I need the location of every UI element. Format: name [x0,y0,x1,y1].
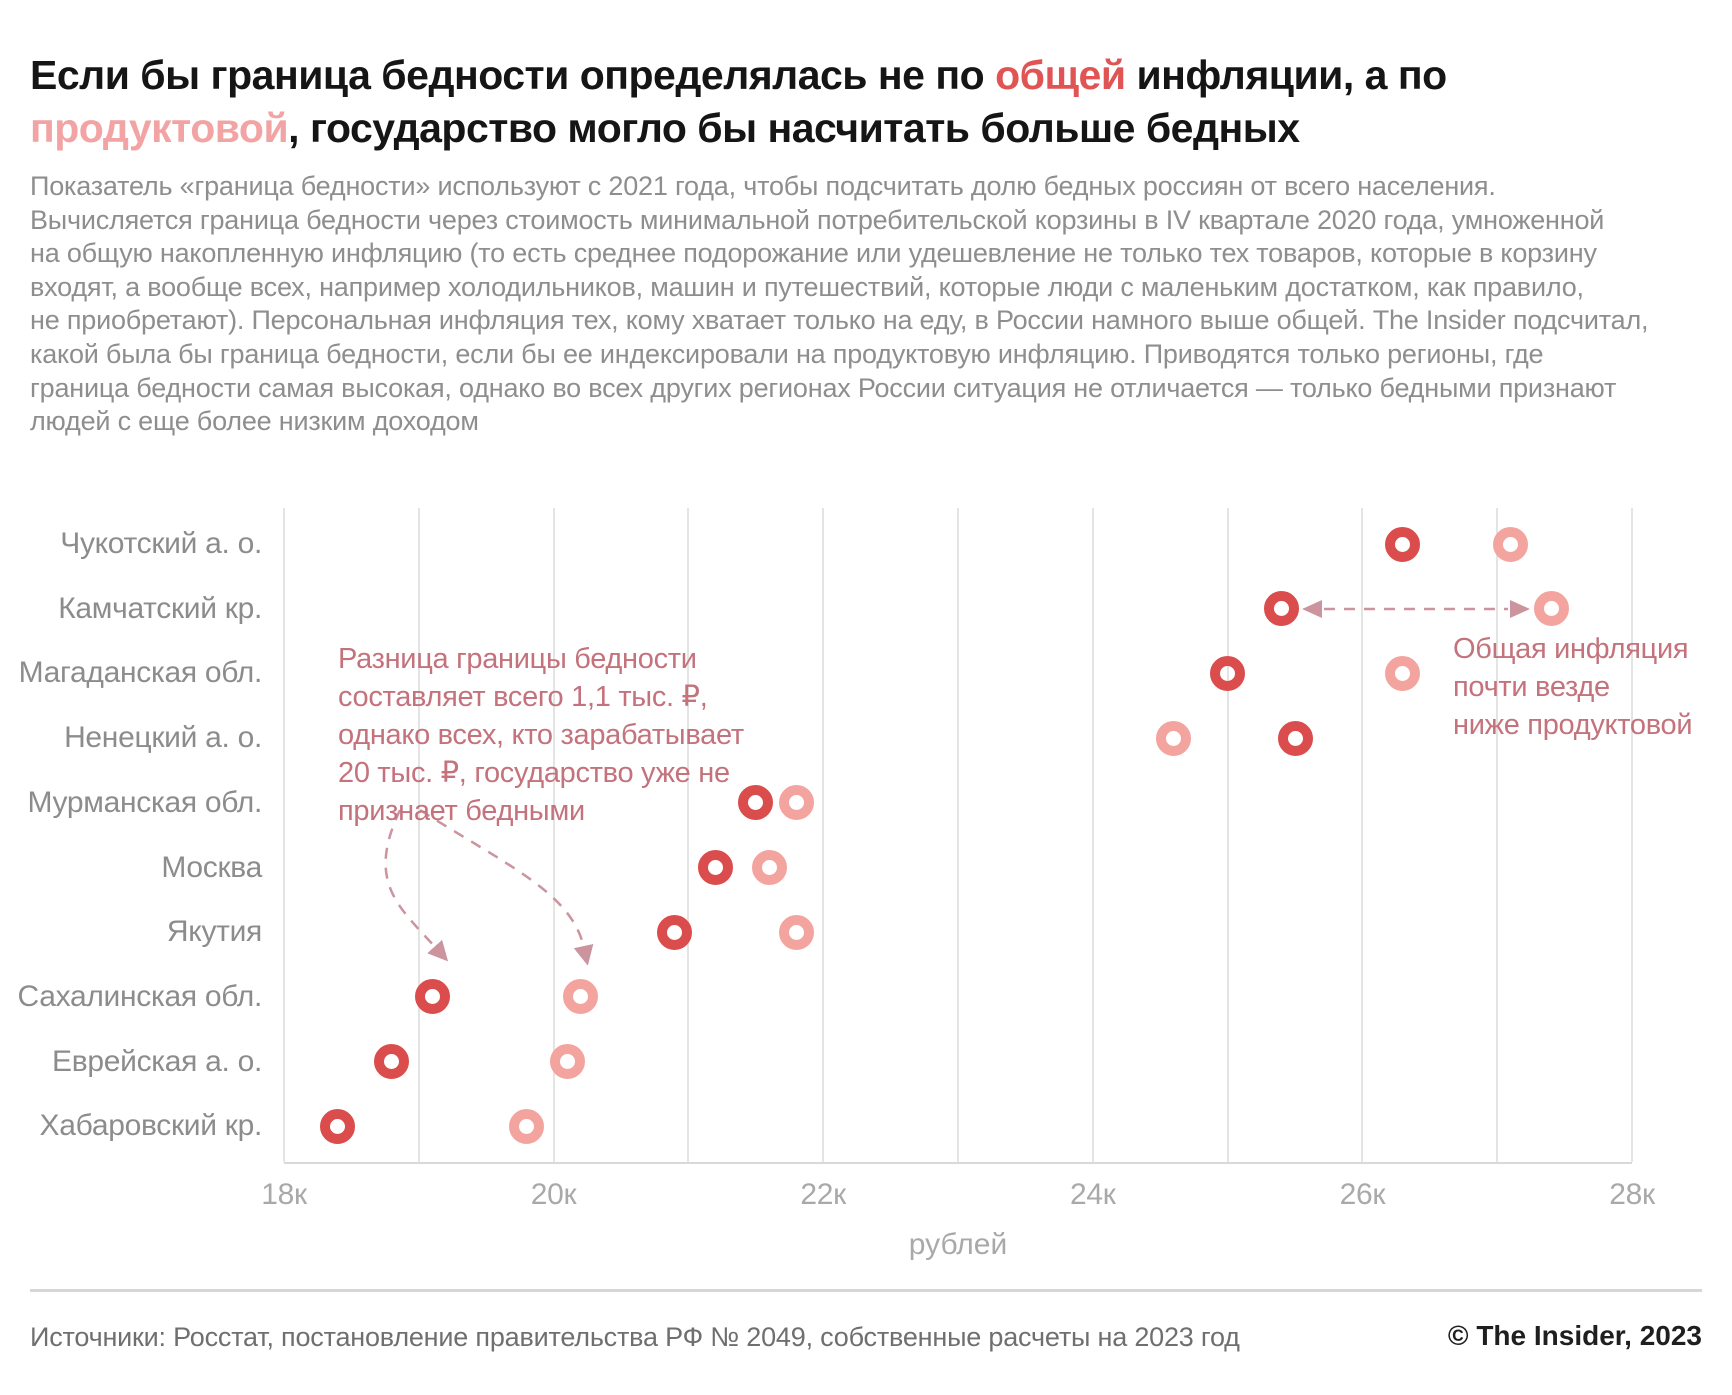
point-general-inflation [1277,720,1313,756]
point-food-inflation [778,785,814,821]
y-axis-label: Хабаровский кр. [39,1109,263,1143]
title-part-1: Если бы граница бедности определялась не… [30,52,996,99]
point-food-inflation [1385,655,1421,691]
y-axis-label: Еврейская а. о. [52,1044,262,1078]
y-axis-label: Магаданская обл. [18,656,263,690]
x-tick-label: 26к [1339,1178,1386,1211]
point-general-inflation [1385,526,1421,562]
point-food-inflation [751,850,787,885]
sakhalin-left-curved-arrow [384,809,449,962]
gridline [957,508,959,1162]
x-tick-label: 22к [800,1178,846,1211]
gridline [1091,508,1094,1162]
gridline [283,508,285,1162]
title-highlight-general-inflation: общей [995,52,1126,99]
x-tick-label: 18к [261,1178,307,1211]
y-axis-label: Москва [161,850,262,884]
y-axis-label: Сахалинская обл. [17,979,263,1013]
title-part-2: инфляции, а по [1125,52,1447,99]
sakhalin-right-curved-arrow [419,808,594,966]
point-general-inflation [738,785,774,821]
y-axis-label: Камчатский кр. [58,591,262,625]
poverty-gap-note: Разница границы бедности составляет всег… [338,643,744,827]
point-general-inflation [1210,655,1246,691]
gridline [822,508,825,1162]
sources-text: Источники: Росстат, постановление правит… [30,1322,1240,1352]
point-food-inflation [778,914,814,950]
point-food-inflation [1493,526,1529,562]
x-tick-label: 20к [530,1178,577,1211]
gridline [1226,508,1229,1162]
point-food-inflation [1533,591,1569,627]
point-general-inflation [657,914,693,950]
y-axis-label: Ненецкий а. о. [64,721,262,755]
y-axis-label: Якутия [166,915,262,949]
x-tick-label: 24к [1069,1178,1116,1211]
gridline [687,508,690,1162]
x-axis-line [284,1162,1632,1164]
point-general-inflation [414,979,450,1015]
y-axis-label: Чукотский а. о. [60,527,262,560]
gridline [1631,508,1633,1162]
footer-divider [30,1289,1702,1292]
point-general-inflation [1264,591,1299,627]
point-food-inflation [549,1044,585,1080]
gridline [1496,508,1499,1162]
y-axis-label: Мурманская обл. [27,785,263,819]
title-part-3: , государство могло бы насчитать больше … [288,105,1300,152]
point-food-inflation [563,979,599,1015]
x-axis-title: рублей [908,1228,1008,1261]
point-general-inflation [697,850,733,885]
page-title: Если бы граница бедности определялась не… [30,49,1610,155]
gridline [1361,508,1364,1162]
point-food-inflation [509,1108,545,1144]
gridline [417,508,420,1162]
general-vs-food-note: Общая инфляция почти везде ниже продукто… [1453,633,1693,741]
x-tick-label: 28к [1609,1178,1655,1211]
intro-paragraph: Показатель «граница бедности» используют… [30,171,1649,437]
point-food-inflation [1156,720,1192,756]
title-highlight-food-inflation: продуктовой [30,105,289,152]
copyright-text: © The Insider, 2023 [1447,1320,1702,1351]
point-general-inflation [320,1108,356,1144]
point-general-inflation [374,1044,410,1080]
